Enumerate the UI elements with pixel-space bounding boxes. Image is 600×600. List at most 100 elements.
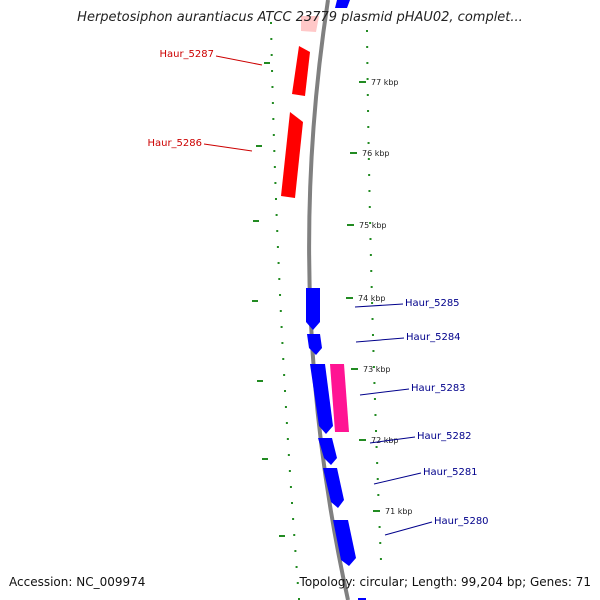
tick-dot-inner [276,230,279,232]
tick-dot-inner [270,38,273,40]
ruler-tick [373,510,380,512]
gene-arrow-Haur_5281 [318,438,337,465]
gene-arrow [301,16,319,32]
tick-dot-inner [274,182,277,184]
tick-marks [252,22,382,600]
tick-dot-outer [371,334,374,336]
tick-dot-outer [371,318,374,320]
tick-dot-outer [369,222,372,224]
gene-arrow [335,0,350,8]
tick-dot-inner [298,598,300,600]
ruler-label: 74 kbp [358,294,386,303]
tick-dot-outer [374,414,377,416]
tick-dot-outer [375,446,378,448]
summary-text: Topology: circular; Length: 99,204 bp; G… [299,575,591,589]
ruler-label: 76 kbp [362,149,390,158]
tick-dot-inner [280,326,283,328]
kbp-ruler: 77 kbp 76 kbp 75 kbp 74 kbp 73 kbp 72 kbp 71 k… [346,78,413,516]
tick-dot-outer [367,126,370,128]
gene-arrow-Haur_5287 [292,46,310,96]
tick-dot-inner [282,358,285,360]
tick-dot-inner [294,550,297,552]
gene-features [281,0,366,600]
tick-dot-inner [273,150,276,152]
ruler-label: 73 kbp [363,365,391,374]
tick-dot-inner [275,214,278,216]
leader-line-Haur_5280 [384,521,433,536]
tick-dash-inner [262,458,268,460]
tick-dash-inner [264,62,270,64]
gene-label-Haur_5283: Haur_5283 [411,383,466,394]
leader-line-Haur_5286 [203,143,253,152]
tick-dot-inner [271,70,274,72]
ruler-label: 75 kbp [359,221,387,230]
ruler-tick [351,368,358,370]
tick-dot-outer [366,46,369,48]
leader-line-Haur_5285 [354,303,404,308]
tick-dot-outer [367,158,370,160]
tick-dot-inner [286,438,289,440]
tick-dot-inner [283,374,286,376]
gene-label-Haur_5285: Haur_5285 [405,298,460,309]
tick-dot-outer [376,478,379,480]
gene-label-Haur_5287: Haur_5287 [159,49,214,60]
tick-dot-inner [279,310,282,312]
tick-dot-outer [366,94,369,96]
tick-dot-outer [366,78,369,80]
tick-dot-outer [372,350,375,352]
tick-dot-outer [376,462,379,464]
tick-dot-inner [284,390,287,392]
tick-dot-inner [273,166,276,168]
tick-dot-inner [291,502,293,504]
tick-dot-outer [377,494,380,496]
leader-line-Haur_5284 [355,337,405,343]
gene-arrow [333,520,356,566]
ruler-label: 72 kbp [371,436,399,445]
leader-line-Haur_5281 [373,472,422,485]
tick-dot-inner [296,582,299,584]
gene-label-Haur_5282: Haur_5282 [417,431,472,442]
tick-dot-outer [370,270,373,272]
tick-dot-outer [372,366,375,368]
gene-arrow-Haur_5286 [281,112,303,198]
tick-dot-outer [379,558,382,560]
tick-dot-inner [287,454,290,456]
ruler-tick [359,81,366,83]
leader-line-Haur_5283 [359,388,410,396]
gene-arrow-Haur_5285 [306,288,320,330]
gene-label-Haur_5280: Haur_5280 [434,516,489,527]
tick-dot-outer [378,526,381,528]
ruler-tick [347,224,354,226]
tick-dot-inner [295,566,298,568]
tick-dot-outer [371,302,374,304]
tick-dot-outer [367,142,370,144]
ruler-tick [359,439,366,441]
tick-dot-inner [272,134,275,136]
gene-label-Haur_5281: Haur_5281 [423,467,478,478]
accession-text: Accession: NC_009974 [9,575,145,589]
tick-dot-inner [278,278,281,280]
ruler-label: 71 kbp [385,507,413,516]
tick-dot-outer [373,398,376,400]
ruler-tick [350,152,357,154]
tick-dot-outer [379,542,382,544]
tick-dot-inner [281,342,284,344]
tick-dash-inner [256,145,262,147]
tick-dot-outer [366,30,368,32]
tick-dot-inner [277,262,280,264]
tick-dot-outer [370,286,373,288]
gene-label-Haur_5286: Haur_5286 [147,138,202,149]
tick-dot-outer [366,62,369,64]
tick-dash-inner [253,220,259,222]
tick-dot-outer [369,254,372,256]
tick-dot-outer [368,206,371,208]
gene-arrow-Haur_5283 [330,364,349,432]
tick-dash-inner [252,300,258,302]
tick-dot-inner [271,86,274,88]
tick-dot-outer [373,382,376,384]
tick-dash-inner [279,535,285,537]
tick-dot-inner [284,406,287,408]
tick-dot-inner [270,22,272,24]
ruler-tick [346,297,353,299]
tick-dot-inner [270,54,273,56]
